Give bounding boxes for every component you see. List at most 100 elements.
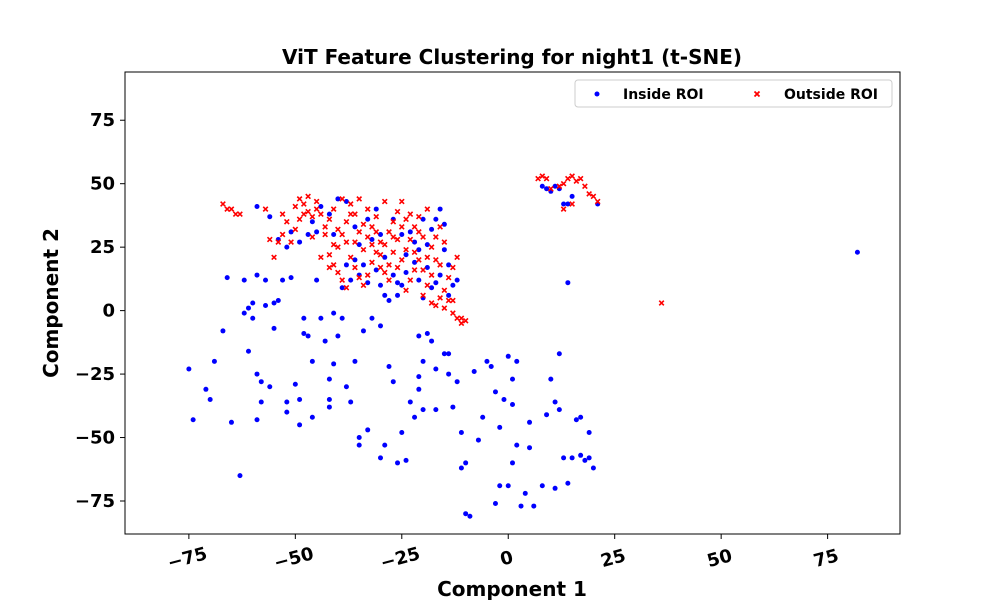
data-point (522, 490, 528, 496)
legend-label-outside-roi: Outside ROI (784, 87, 878, 103)
data-point (335, 269, 341, 276)
data-point (275, 239, 282, 245)
data-point (428, 300, 435, 306)
data-point (241, 277, 247, 283)
data-point (412, 259, 418, 265)
data-point (437, 272, 443, 278)
data-point (207, 396, 213, 402)
data-point (305, 231, 311, 237)
data-point (586, 190, 593, 197)
data-point (539, 483, 545, 489)
data-point (390, 272, 396, 278)
data-point (314, 229, 320, 235)
data-point (305, 193, 311, 200)
data-point (510, 376, 515, 382)
y-tick-label: −50 (75, 428, 115, 449)
data-point (360, 282, 367, 289)
data-point (343, 284, 350, 291)
data-point (458, 320, 465, 327)
x-tick-label: 0 (498, 547, 516, 571)
data-point (412, 414, 418, 420)
data-point (292, 381, 298, 387)
data-point (407, 399, 413, 405)
data-point (313, 206, 320, 212)
data-point (446, 351, 452, 357)
data-point (343, 198, 349, 204)
data-point (556, 407, 562, 413)
y-tick-label: −25 (75, 364, 115, 385)
x-tick-label: −50 (272, 543, 316, 574)
data-point (454, 315, 461, 322)
data-point (420, 358, 426, 364)
data-point (433, 366, 439, 372)
data-point (347, 201, 354, 207)
data-point (369, 237, 375, 243)
x-tick-label: −75 (165, 543, 209, 574)
data-point (539, 173, 546, 179)
data-point (186, 366, 192, 372)
data-point (411, 249, 418, 256)
data-point (300, 211, 307, 218)
y-tick-label: 50 (90, 174, 115, 195)
data-point (441, 247, 447, 253)
data-point (343, 239, 350, 245)
data-point (407, 236, 414, 243)
data-point (318, 204, 324, 210)
x-axis-title: Component 1 (437, 577, 587, 600)
data-point (433, 280, 439, 286)
data-point (446, 262, 452, 268)
data-point (582, 183, 588, 190)
data-point (386, 229, 392, 235)
data-point (403, 287, 409, 294)
y-tick-label: 0 (102, 301, 115, 322)
data-point (382, 292, 388, 298)
data-point (492, 501, 498, 507)
data-point (356, 442, 362, 448)
data-point (590, 465, 596, 471)
data-point (433, 407, 439, 413)
data-point (560, 180, 567, 187)
data-point (330, 206, 337, 212)
data-point (586, 429, 592, 435)
data-point (420, 267, 426, 273)
data-point (224, 206, 231, 212)
data-point (458, 429, 464, 435)
data-point (373, 229, 380, 235)
data-point (297, 422, 303, 428)
x-tick-label: −25 (378, 543, 422, 574)
data-point (514, 358, 520, 364)
data-point (569, 455, 575, 461)
data-point (441, 239, 448, 245)
data-point (484, 358, 490, 364)
y-tick-label: 25 (90, 237, 115, 258)
data-point (411, 223, 418, 230)
x-tick-label: 50 (705, 545, 735, 572)
data-point (356, 435, 362, 441)
data-point (437, 295, 443, 301)
data-point (365, 280, 371, 286)
data-point (313, 198, 320, 205)
data-point (369, 259, 375, 266)
data-point (203, 386, 209, 392)
data-point (463, 511, 469, 517)
data-point (369, 315, 375, 321)
data-point (377, 239, 384, 245)
data-point (364, 234, 371, 240)
legend-box (574, 79, 893, 108)
data-point (267, 214, 273, 220)
series-0 (186, 183, 860, 519)
data-point (577, 175, 584, 182)
data-point (352, 358, 358, 364)
data-point (330, 241, 337, 248)
data-point (228, 206, 235, 212)
data-point (390, 249, 397, 256)
data-point (854, 249, 860, 255)
data-point (288, 239, 294, 245)
data-point (429, 285, 435, 291)
data-point (224, 275, 230, 281)
data-point (377, 282, 383, 288)
x-tick-label: 25 (598, 545, 628, 572)
data-point (335, 244, 341, 251)
data-point (569, 193, 575, 199)
data-point (594, 198, 601, 205)
